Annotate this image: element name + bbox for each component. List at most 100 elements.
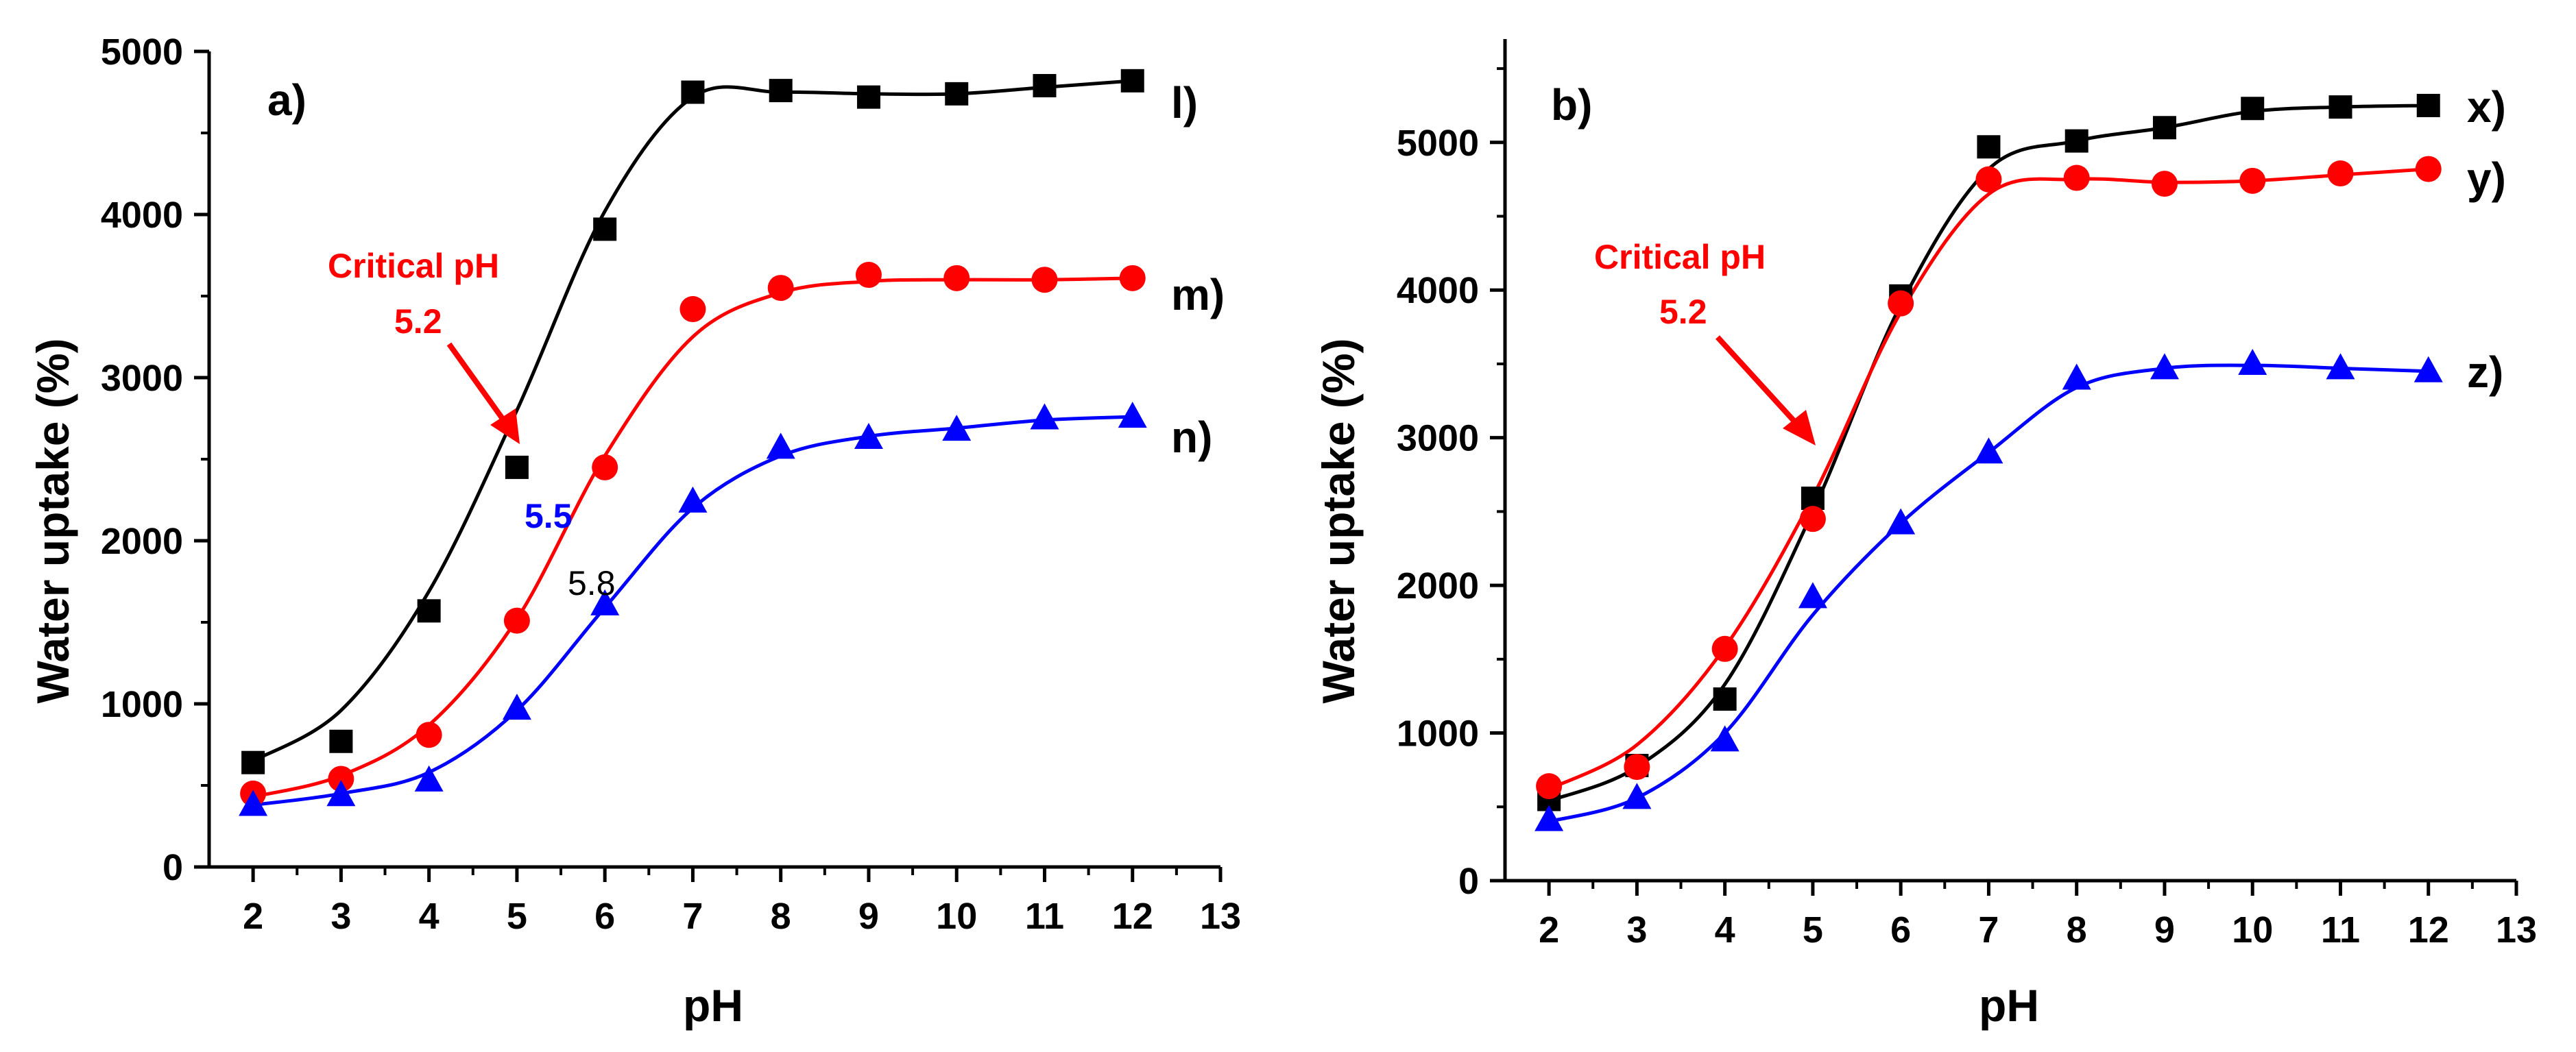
marker-x-ph4: [1713, 687, 1737, 711]
marker-x-ph12: [2416, 93, 2440, 117]
critical-ph-value: 5.2: [394, 302, 442, 341]
marker-n-ph10: [942, 415, 972, 441]
y-tick-label: 0: [1458, 861, 1479, 902]
marker-y-ph12: [2415, 156, 2442, 182]
marker-l-ph8: [769, 79, 793, 103]
y-axis-title: Water uptake (%): [27, 339, 78, 704]
marker-z-ph3: [1622, 783, 1652, 809]
x-tick-label: 3: [1626, 909, 1647, 951]
marker-y-ph2: [1536, 773, 1563, 800]
marker-n-ph2: [239, 790, 268, 816]
marker-m-ph5: [503, 607, 530, 634]
x-tick-label: 2: [1539, 909, 1559, 951]
marker-n-ph11: [1030, 403, 1059, 430]
marker-y-ph7: [1975, 166, 2002, 193]
marker-x-ph8: [2065, 129, 2089, 153]
x-tick-label: 8: [2067, 909, 2087, 951]
x-axis-title: pH: [683, 980, 743, 1031]
marker-l-ph10: [945, 82, 969, 106]
y-tick-label: 2000: [1397, 565, 1479, 607]
marker-y-ph6: [1888, 290, 1914, 317]
series-label-l: l): [1171, 78, 1198, 127]
x-tick-label: 12: [2408, 909, 2449, 951]
panel-b: 2 3 4 5 6 7 8 9 10 11 12 13 0 1000 2000 3000 4000 5000 b)…: [1313, 39, 2537, 1031]
x-tick-label: 6: [594, 896, 615, 937]
marker-m-ph6: [592, 454, 618, 480]
critical-ph-label: Critical pH: [1594, 238, 1766, 276]
x-tick-label: 11: [1025, 896, 1064, 937]
fit-curves: [252, 79, 1133, 807]
x-tick-label: 5: [1803, 909, 1823, 951]
marker-m-ph11: [1031, 267, 1058, 293]
marker-l-ph5: [505, 455, 529, 479]
y-tick-label: 3000: [101, 358, 183, 399]
plot-frame: [207, 51, 1220, 869]
panel-a: 2 3 4 5 6 7 8 9 10 11 12 13 0 1000 2000 3000 4000 5000 a)…: [27, 32, 1241, 1031]
marker-y-ph4: [1711, 635, 1738, 662]
fit-curves: [1548, 103, 2429, 824]
marker-l-ph4: [417, 599, 441, 623]
x-tick-label: 7: [682, 896, 703, 937]
x-tick-label: 12: [1112, 896, 1153, 937]
x-tick-label: 10: [936, 896, 977, 937]
panel-label-a: a): [267, 75, 306, 125]
annotation-5-8: 5.8: [568, 564, 616, 602]
series-label-z: z): [2467, 347, 2503, 397]
marker-l-ph2: [241, 750, 265, 774]
data-markers: [1534, 93, 2443, 831]
marker-m-ph12: [1119, 265, 1146, 291]
marker-x-ph7: [1977, 135, 2001, 159]
panel-label-b: b): [1551, 80, 1592, 130]
series-label-n: n): [1171, 413, 1212, 462]
marker-l-ph7: [681, 80, 705, 104]
critical-ph-label: Critical pH: [328, 247, 499, 285]
x-tick-label: 7: [1978, 909, 1999, 951]
marker-x-ph11: [2328, 95, 2352, 119]
marker-m-ph4: [416, 722, 442, 748]
marker-z-ph12: [2414, 356, 2443, 382]
x-tick-label: 9: [2154, 909, 2175, 951]
fit-curve-m: [252, 276, 1133, 799]
marker-y-ph5: [1799, 506, 1826, 533]
fit-curve-l: [252, 79, 1133, 763]
series-label-m: m): [1171, 270, 1225, 319]
axis-ticks: 2 3 4 5 6 7 8 9 10 11 12 13 0 1000 2000 3000 4000 5000: [101, 32, 1241, 937]
marker-x-ph9: [2152, 116, 2176, 140]
marker-y-ph10: [2239, 167, 2266, 194]
marker-m-ph8: [767, 275, 794, 302]
y-tick-label: 5000: [1397, 123, 1479, 164]
marker-z-ph4: [1710, 725, 1740, 752]
marker-y-ph9: [2151, 171, 2178, 197]
axis-ticks: 2 3 4 5 6 7 8 9 10 11 12 13 0 1000 2000 3000 4000 5000: [1397, 67, 2537, 951]
x-tick-label: 11: [2321, 909, 2360, 951]
marker-z-ph7: [1974, 437, 2003, 464]
x-tick-label: 2: [243, 896, 263, 937]
marker-l-ph12: [1120, 69, 1144, 93]
marker-m-ph9: [855, 262, 882, 289]
marker-n-ph7: [678, 486, 708, 513]
marker-l-ph9: [856, 85, 880, 109]
x-tick-label: 9: [858, 896, 879, 937]
x-tick-label: 4: [1715, 909, 1735, 951]
x-tick-label: 4: [419, 896, 440, 937]
y-tick-label: 1000: [1397, 713, 1479, 755]
marker-l-ph6: [593, 217, 617, 241]
data-markers: [239, 69, 1147, 816]
marker-z-ph5: [1798, 582, 1827, 609]
marker-l-ph11: [1033, 73, 1057, 97]
marker-n-ph9: [854, 423, 883, 450]
x-tick-label: 13: [2496, 909, 2537, 951]
y-tick-label: 2000: [101, 521, 183, 562]
marker-y-ph11: [2327, 160, 2354, 187]
marker-z-ph10: [2238, 348, 2267, 375]
marker-m-ph7: [679, 296, 706, 323]
marker-z-ph2: [1534, 805, 1564, 831]
critical-ph-arrow: [446, 342, 520, 444]
x-tick-label: 8: [771, 896, 791, 937]
x-tick-label: 3: [330, 896, 351, 937]
y-tick-label: 1000: [101, 684, 183, 725]
marker-z-ph8: [2062, 363, 2091, 390]
marker-m-ph10: [943, 265, 970, 291]
marker-n-ph12: [1118, 402, 1147, 428]
